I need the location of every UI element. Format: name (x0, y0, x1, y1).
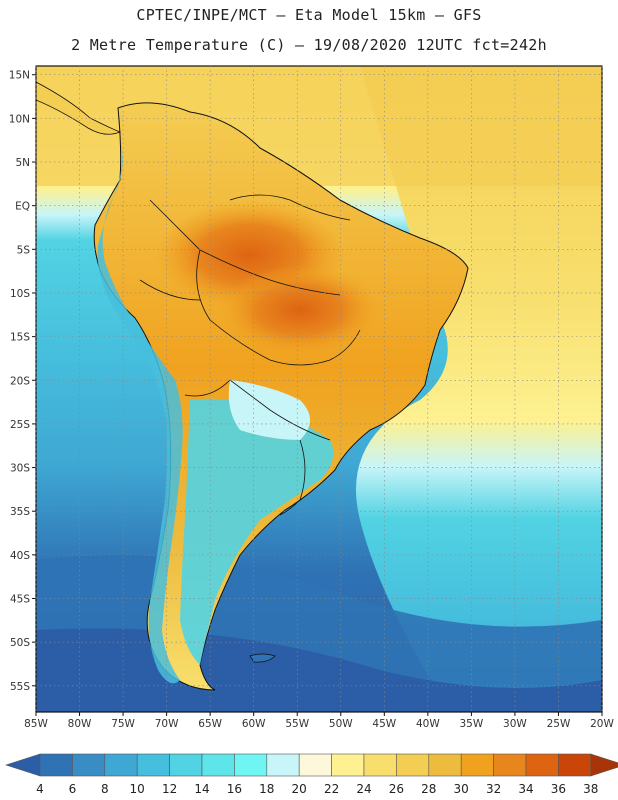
colorbar-tick-label: 10 (130, 782, 145, 796)
map-frame (35, 65, 603, 713)
colorbar-tick-label: 4 (36, 782, 44, 796)
lat-label: 35S (10, 506, 30, 518)
map-field (36, 66, 602, 712)
lat-label: 50S (10, 637, 30, 649)
colorbar-tick-label: 14 (194, 782, 209, 796)
lon-label: 80W (68, 718, 92, 730)
chart-title-line-2: 2 Metre Temperature (C) – 19/08/2020 12U… (71, 36, 547, 54)
colorbar-swatch (396, 753, 430, 777)
lon-label: 70W (155, 718, 179, 730)
lon-label: 20W (590, 718, 614, 730)
colorbar-tick-label: 30 (454, 782, 469, 796)
lat-label: 45S (10, 594, 30, 606)
colorbar-underflow-arrow (5, 753, 41, 777)
country-borders (139, 194, 361, 516)
lon-label: 55W (285, 718, 309, 730)
lat-label: 20S (10, 375, 30, 387)
lat-label: EQ (15, 201, 30, 213)
colorbar-swatch (428, 753, 462, 777)
lat-label: 25S (10, 419, 30, 431)
chart-title-line-1: CPTEC/INPE/MCT – Eta Model 15km – GFS (136, 6, 482, 24)
lat-label: 40S (10, 550, 30, 562)
lon-label: 45W (372, 718, 396, 730)
falkland-islands (249, 653, 276, 663)
lon-label: 50W (329, 718, 353, 730)
colorbar-tick-label: 26 (389, 782, 404, 796)
central-brazil-hot-core (220, 265, 380, 355)
lon-label: 30W (503, 718, 527, 730)
lon-label: 40W (416, 718, 440, 730)
colorbar-swatch (72, 753, 106, 777)
longitude-labels: 85W 80W 75W 70W 65W 60W 55W 50W 45W 40W 35W 30W 25W 2… (24, 718, 614, 730)
colorbar-tick-label: 16 (227, 782, 242, 796)
colorbar-swatch (39, 753, 73, 777)
colorbar-tick-label: 24 (356, 782, 371, 796)
andes-cold-ridge (97, 140, 183, 684)
colorbar-tick-label: 32 (486, 782, 501, 796)
colorbar-tick-label: 38 (583, 782, 598, 796)
lat-label: 10S (10, 288, 30, 300)
colorbar-swatch (234, 753, 268, 777)
colorbar: 4 6 8 10 12 14 16 18 20 22 24 26 28 30 32 34 36 38 (5, 753, 618, 796)
latitude-labels: 15N 10N 5N EQ 5S 10S 15S 20S 25S 30S 35S 40S 45S 50S 5… (9, 70, 31, 693)
colorbar-swatch (525, 753, 559, 777)
colorbar-tick-label: 20 (292, 782, 307, 796)
colorbar-swatch (558, 753, 592, 777)
lon-label: 65W (198, 718, 222, 730)
lon-label: 60W (242, 718, 266, 730)
colorbar-tick-label: 34 (518, 782, 533, 796)
lon-label: 85W (24, 718, 48, 730)
colorbar-tick-label: 12 (162, 782, 177, 796)
lat-label: 5S (17, 244, 31, 256)
lat-label: 15S (10, 332, 30, 344)
colorbar-swatch (331, 753, 365, 777)
central-america-land (36, 81, 122, 135)
lat-label: 15N (9, 70, 30, 82)
colorbar-swatch (169, 753, 203, 777)
southern-cone-field (180, 398, 334, 665)
colorbar-swatch (201, 753, 235, 777)
colorbar-swatch (136, 753, 170, 777)
colorbar-tick-label: 22 (324, 782, 339, 796)
colorbar-swatch (363, 753, 397, 777)
colorbar-tick-label: 8 (101, 782, 109, 796)
colorbar-tick-label: 36 (551, 782, 566, 796)
lat-label: 30S (10, 463, 30, 475)
colorbar-swatch (460, 753, 494, 777)
colorbar-swatch (298, 753, 332, 777)
colorbar-overflow-arrow (590, 753, 618, 777)
colorbar-tick-label: 18 (259, 782, 274, 796)
colorbar-swatch (493, 753, 527, 777)
lon-label: 75W (111, 718, 135, 730)
colorbar-tick-label: 6 (69, 782, 77, 796)
colorbar-tick-label: 28 (421, 782, 436, 796)
lon-label: 25W (547, 718, 571, 730)
lat-label: 5N (15, 157, 30, 169)
lon-label: 35W (460, 718, 484, 730)
atlantic-ocean-field (356, 66, 602, 712)
colorbar-swatch (104, 753, 138, 777)
lat-label: 10N (9, 113, 30, 125)
lat-label: 55S (10, 681, 30, 693)
colorbar-swatch (266, 753, 300, 777)
graticule (32, 66, 603, 716)
